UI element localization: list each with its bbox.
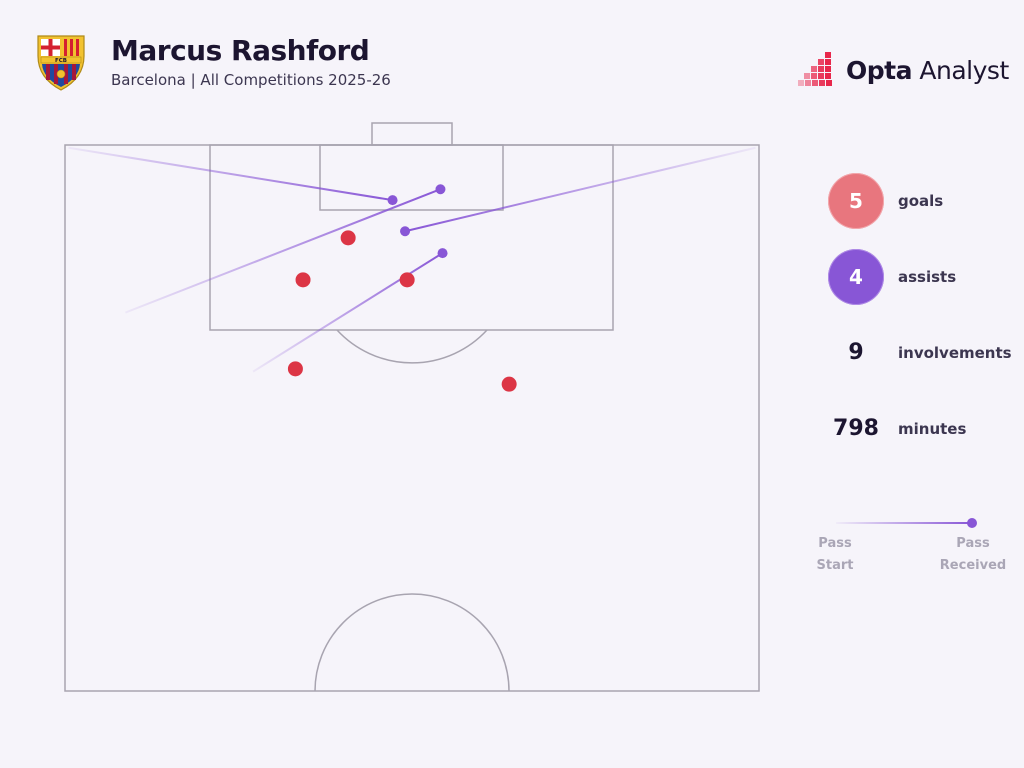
brand-name-rest: Analyst — [911, 55, 1009, 85]
goal-shot-point — [295, 272, 311, 288]
assist-pass-received-dot — [437, 248, 448, 259]
minutes-value: 798 — [833, 416, 879, 441]
goal-shot-point — [287, 361, 303, 377]
minutes-label: minutes — [898, 420, 967, 438]
assist-pass-line — [68, 146, 393, 202]
opta-dots-icon — [798, 52, 832, 86]
goal-shots — [287, 230, 517, 392]
center-circle — [314, 593, 510, 692]
assist-pass-received-dot — [400, 226, 411, 237]
goals-label: goals — [898, 192, 944, 210]
fcb-crest-icon: FCB — [37, 35, 85, 91]
pass-legend — [836, 518, 977, 528]
assists-label: assists — [898, 268, 957, 286]
legend-pass-received-label: Pass Received — [939, 536, 1007, 573]
assist-passes — [68, 146, 756, 373]
legend-pass-start-label: Pass Start — [816, 536, 854, 573]
page-subtitle: Barcelona | All Competitions 2025-26 — [111, 71, 391, 89]
assist-pass-line — [404, 146, 756, 233]
assist-pass-line — [125, 188, 441, 314]
pitch-outline — [64, 144, 760, 692]
involvements-value: 9 — [848, 340, 864, 365]
involvements-label: involvements — [898, 344, 1012, 362]
goal-shot-point — [340, 230, 356, 246]
page-title: Marcus Rashford — [111, 34, 370, 67]
goals-value-badge: 5 — [828, 173, 884, 229]
assist-pass-received-dot — [435, 184, 446, 195]
goal-shot-point — [501, 376, 517, 392]
penalty-box — [209, 144, 614, 331]
assist-pass-line — [252, 252, 444, 373]
opta-analyst-logo: Opta Analyst — [798, 50, 1009, 90]
penalty-arc — [336, 329, 488, 364]
brand-name-bold: Opta — [846, 55, 912, 85]
assist-pass-received-dot — [387, 195, 398, 206]
goal — [371, 122, 453, 146]
crest-text: FCB — [55, 58, 67, 64]
goal-shot-point — [399, 272, 415, 288]
pitch-markings — [64, 122, 760, 692]
legend-pass-end-dot — [967, 518, 977, 528]
assists-value-badge: 4 — [828, 249, 884, 305]
